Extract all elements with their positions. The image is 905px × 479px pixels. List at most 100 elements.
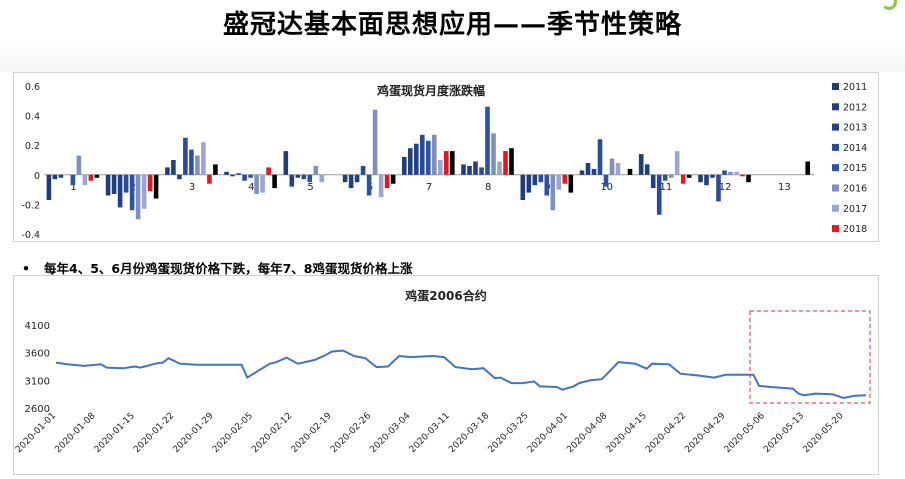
bar <box>260 174 265 193</box>
bar <box>70 174 76 186</box>
bar <box>94 174 100 178</box>
bar <box>360 165 366 175</box>
bar <box>467 165 472 175</box>
legend-swatch <box>832 143 839 151</box>
bar <box>520 174 526 200</box>
line-chart-title: 鸡蛋2006合约 <box>404 288 486 303</box>
bar <box>111 174 117 194</box>
bar <box>354 174 360 183</box>
bar <box>805 161 810 175</box>
legend-swatch <box>832 225 839 233</box>
bar <box>740 174 745 177</box>
bar <box>366 174 372 196</box>
bar <box>177 174 182 180</box>
bar <box>638 154 644 175</box>
bar-category-label: 13 <box>778 182 791 193</box>
bar <box>248 174 253 178</box>
bar <box>556 174 562 190</box>
line-chart-panel: 鸡蛋2006合约 2600 3100 3600 4100 2020-01-01 2020-… <box>13 275 879 475</box>
bar <box>426 140 431 175</box>
bar <box>372 109 378 175</box>
bar <box>402 157 407 175</box>
bar <box>568 174 574 193</box>
bullet-dot: • <box>22 261 30 276</box>
bar-chart-panel: 鸡蛋现货月度涨跌幅 -0.4-0.200.20.40.6123456789101… <box>13 72 879 242</box>
bar-chart-title: 鸡蛋现货月度涨跌幅 <box>376 83 485 98</box>
highlight-box <box>749 310 871 404</box>
bar <box>538 174 544 183</box>
bar <box>76 155 82 175</box>
bar <box>230 174 235 177</box>
line-x-tick-label: 2020-04-01 <box>526 411 570 455</box>
bar <box>105 174 111 196</box>
bar <box>319 174 325 183</box>
bar <box>444 151 449 175</box>
legend-swatch <box>832 123 839 131</box>
bar <box>450 151 455 175</box>
bar-y-tick-label: 0.2 <box>25 141 40 152</box>
bar-category-label: 4 <box>248 182 254 193</box>
bar-category-label: 12 <box>719 182 732 193</box>
bar-y-tick-label: 0 <box>34 171 40 182</box>
bar <box>242 174 247 181</box>
line-x-tick-label: 2020-03-25 <box>487 411 531 455</box>
legend-swatch <box>832 103 839 111</box>
bar <box>674 151 680 175</box>
bar <box>420 134 425 175</box>
line-x-tick-label: 2020-03-11 <box>408 411 452 455</box>
line-x-tick-label: 2020-04-29 <box>683 411 727 455</box>
bar <box>390 174 396 184</box>
bar <box>579 170 585 175</box>
line-x-tick-label: 2020-05-13 <box>762 411 806 455</box>
legend-label: 2011 <box>843 82 867 93</box>
bar <box>342 174 348 183</box>
bar <box>698 174 703 183</box>
bar <box>550 174 556 211</box>
legend-label: 2017 <box>843 204 867 215</box>
bullet-text: 每年4、5、6月份鸡蛋现货价格下跌，每年7、8鸡蛋现货价格上涨 <box>44 261 413 276</box>
legend-label: 2012 <box>843 102 867 113</box>
bar-category-label: 3 <box>189 182 195 193</box>
bar <box>171 160 176 175</box>
bar <box>734 171 739 175</box>
line-x-tick-label: 2020-02-05 <box>211 411 255 455</box>
bar <box>704 174 709 186</box>
bar <box>254 174 259 194</box>
price-series-line <box>55 349 867 400</box>
bar <box>295 174 301 178</box>
line-x-tick-label: 2020-05-20 <box>802 411 846 455</box>
bar <box>348 174 354 189</box>
legend-swatch <box>832 164 839 172</box>
bar-y-tick-label: 0.6 <box>25 82 40 93</box>
bar <box>147 174 153 192</box>
legend-swatch <box>832 184 839 192</box>
bar <box>503 151 508 175</box>
bar <box>591 168 597 175</box>
bar <box>650 174 656 189</box>
bar <box>414 143 419 175</box>
page-title: 盛冠达基本面思想应用——季节性策略 <box>222 10 682 40</box>
bar <box>473 161 478 175</box>
bar <box>307 174 313 183</box>
bar <box>710 174 715 178</box>
bar <box>728 171 733 175</box>
bar <box>603 174 609 187</box>
line-y-tick-label: 3100 <box>25 376 50 387</box>
bar <box>532 174 538 186</box>
legend-label: 2016 <box>843 184 867 195</box>
bar-category-label: 7 <box>426 182 432 193</box>
bar <box>686 174 692 178</box>
bar-category-label: 11 <box>660 182 673 193</box>
line-x-tick-label: 2020-02-19 <box>290 411 334 455</box>
legend-label: 2013 <box>843 123 867 134</box>
bar-category-label: 1 <box>70 182 76 193</box>
bar <box>668 174 674 178</box>
bar-y-tick-label: -0.4 <box>21 230 40 241</box>
line-chart: 鸡蛋2006合约 26003100360041002020-01-012020-… <box>14 288 871 455</box>
bar <box>58 174 64 178</box>
bar-category-label: 8 <box>485 182 491 193</box>
bar <box>266 167 271 175</box>
bar <box>165 167 170 175</box>
legend-swatch <box>832 83 839 90</box>
bar-category-label: 10 <box>600 182 613 193</box>
